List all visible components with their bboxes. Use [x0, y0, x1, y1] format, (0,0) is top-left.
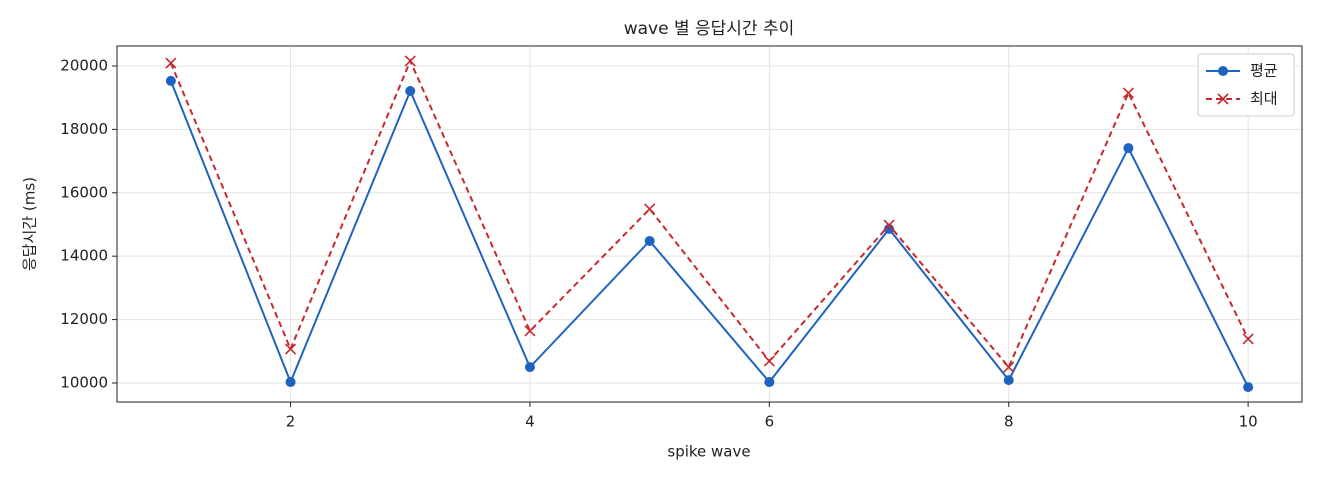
marker-circle [644, 235, 655, 246]
marker-circle [1003, 375, 1014, 386]
y-tick-label: 12000 [60, 310, 108, 328]
marker-x [763, 355, 775, 367]
x-tick-label: 8 [1004, 413, 1014, 431]
marker-x [284, 343, 297, 355]
marker-x [524, 325, 536, 337]
series-line [169, 58, 1250, 370]
marker-x [404, 55, 416, 67]
marker-circle [1123, 143, 1134, 154]
marker-circle [1243, 382, 1254, 393]
legend-label: 평균 [1250, 62, 1278, 80]
x-tick-label: 10 [1239, 413, 1258, 431]
y-axis-label: 응답시간 (ms) [21, 177, 39, 271]
marker-x [1217, 93, 1229, 105]
y-tick-label: 14000 [60, 247, 108, 265]
x-tick-label: 6 [765, 413, 775, 431]
y-tick-label: 10000 [60, 373, 108, 391]
plot-frame [116, 45, 1303, 403]
marker-circle [764, 377, 775, 388]
marker-circle [1218, 66, 1228, 76]
marker-x [165, 57, 177, 69]
marker-x [1122, 87, 1135, 99]
marker-circle [405, 86, 416, 97]
marker-x [883, 219, 895, 231]
legend-box [1197, 53, 1295, 117]
marker-x [1003, 361, 1015, 373]
marker-x [644, 203, 656, 215]
x-tick-label: 4 [525, 413, 535, 431]
y-tick-label: 18000 [60, 120, 108, 138]
x-axis-label: spike wave [667, 443, 750, 461]
marker-circle [884, 223, 895, 234]
y-tick-label: 16000 [60, 183, 108, 201]
marker-circle [285, 377, 296, 388]
marker-circle [524, 362, 535, 373]
chart-title: wave 별 응답시간 추이 [624, 19, 795, 39]
marker-x [1242, 333, 1254, 345]
legend-label: 최대 [1250, 90, 1278, 108]
x-tick-label: 2 [286, 413, 296, 431]
y-tick-label: 20000 [60, 56, 108, 74]
series-line [169, 80, 1250, 388]
marker-circle [165, 75, 176, 86]
